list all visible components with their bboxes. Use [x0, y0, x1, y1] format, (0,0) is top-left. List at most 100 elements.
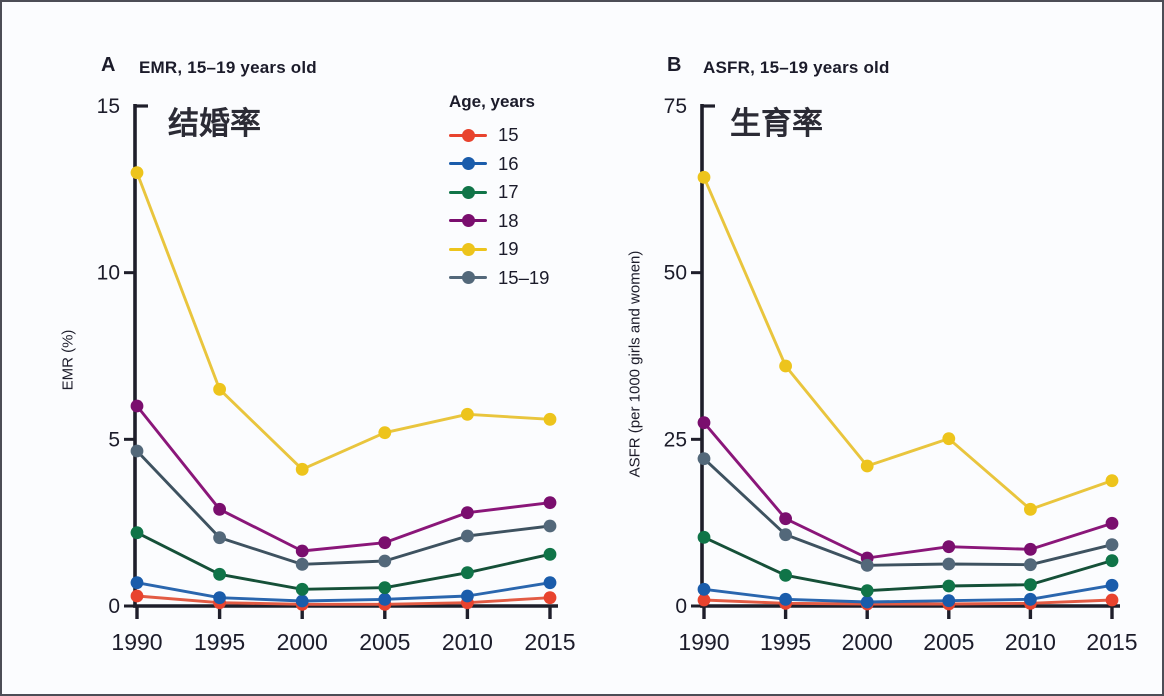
data-point-age-15-year-2015	[1105, 593, 1119, 607]
data-point-age-16-year-2015	[543, 576, 557, 590]
y-tick-label: 0	[108, 595, 120, 618]
data-point-age-16-year-1995	[213, 591, 227, 605]
series-line-age-17	[135, 531, 552, 591]
data-point-age-18-year-2005	[942, 540, 956, 554]
legend-marker-icon	[449, 185, 487, 199]
x-tick-label: 1995	[760, 629, 811, 655]
data-point-age-19-year-2000	[860, 459, 874, 473]
series-line-age-19	[135, 171, 552, 471]
y-tick-label: 0	[675, 595, 687, 618]
panel-a-annotation-marriage-rate: 结婚率	[168, 106, 261, 142]
data-point-age-16-year-2005	[942, 594, 956, 608]
legend-marker-icon	[449, 214, 487, 228]
x-tick-label: 2010	[442, 629, 493, 655]
series-line-age-15	[135, 594, 552, 606]
data-point-age-17-year-2005	[942, 579, 956, 593]
data-point-age-16-year-2010	[1024, 592, 1037, 606]
series-line-age-16	[135, 581, 552, 603]
x-tick-label: 2005	[923, 629, 974, 655]
data-point-age-19-year-2010	[461, 407, 474, 421]
series-line-age-15-19	[135, 449, 552, 566]
data-point-age-15-19-year-2010	[461, 529, 474, 543]
data-point-age-17-year-2015	[543, 547, 557, 561]
series-line-age-19	[702, 175, 1114, 511]
x-tick-label: 2000	[842, 629, 893, 655]
data-point-age-15-19-year-2000	[295, 557, 309, 571]
legend-marker-icon	[449, 271, 487, 285]
data-point-age-16-year-2015	[1105, 578, 1119, 592]
data-point-age-19-year-1995	[213, 382, 227, 396]
data-point-age-16-year-2005	[378, 592, 392, 606]
data-point-age-15-19-year-2005	[378, 554, 392, 568]
legend-item-label: 18	[498, 209, 519, 231]
legend-marker-icon	[449, 157, 487, 171]
data-point-age-15-19-year-1990	[697, 452, 711, 466]
data-point-age-15-19-year-2015	[1105, 538, 1119, 552]
data-point-age-18-year-2010	[461, 506, 474, 520]
data-point-age-17-year-2000	[295, 582, 309, 596]
series-line-age-17	[702, 535, 1114, 593]
data-point-age-18-year-2015	[543, 496, 557, 510]
panel-b-annotation-fertility-rate: 生育率	[730, 106, 823, 142]
series-line-age-15	[702, 598, 1114, 606]
legend-title: Age, years	[449, 92, 535, 111]
legend-item-age-17: 17	[449, 178, 549, 207]
x-tick-label: 2000	[277, 629, 328, 655]
data-point-age-18-year-2005	[378, 536, 392, 550]
data-point-age-19-year-2000	[295, 462, 309, 476]
legend-item-label: 19	[498, 238, 519, 260]
legend: Age, years 15 16 17 18 19 15–19	[449, 92, 549, 292]
data-point-age-15-19-year-1995	[779, 528, 792, 542]
data-point-age-18-year-2015	[1105, 516, 1119, 530]
series-line-age-18	[135, 404, 552, 553]
legend-item-label: 15–19	[498, 266, 550, 288]
legend-item-age-18: 18	[449, 207, 549, 236]
data-point-age-17-year-2000	[860, 584, 874, 598]
legend-item-label: 16	[498, 152, 519, 174]
data-point-age-17-year-1990	[130, 526, 144, 540]
data-point-age-15-19-year-2000	[860, 558, 874, 572]
series-line-age-18	[702, 421, 1114, 560]
series-line-age-15-19	[702, 457, 1114, 567]
y-tick-label: 50	[664, 262, 687, 285]
legend-item-age-16: 16	[449, 150, 549, 179]
data-point-age-18-year-2000	[295, 544, 309, 558]
legend-item-label: 15	[498, 124, 519, 146]
panel-b-y-axis-label: ASFR (per 1000 girls and women)	[626, 250, 644, 478]
data-point-age-19-year-2015	[1105, 474, 1119, 488]
panel-a-title: EMR, 15–19 years old	[139, 58, 317, 77]
legend-marker-icon	[449, 242, 487, 256]
data-point-age-17-year-1995	[779, 568, 792, 582]
data-point-age-18-year-1995	[213, 502, 227, 516]
panel-a-letter: A	[101, 54, 116, 76]
data-point-age-15-year-2015	[543, 591, 557, 605]
data-point-age-16-year-1990	[130, 576, 144, 590]
panel-b-letter: B	[667, 54, 682, 76]
data-point-age-19-year-1995	[779, 359, 792, 373]
y-tick-label: 25	[664, 428, 687, 451]
legend-item-label: 17	[498, 181, 519, 203]
data-point-age-18-year-1990	[130, 399, 144, 413]
data-point-age-15-19-year-1990	[130, 444, 144, 458]
data-point-age-17-year-1995	[213, 567, 227, 581]
data-point-age-15-19-year-2015	[543, 519, 557, 533]
data-point-age-15-year-1990	[130, 589, 144, 603]
data-point-age-15-19-year-1995	[213, 531, 227, 545]
legend-item-age-19: 19	[449, 235, 549, 264]
data-point-age-16-year-1995	[779, 592, 792, 606]
legend-rows: 15 16 17 18 19 15–19	[449, 121, 549, 292]
data-point-age-18-year-2010	[1024, 542, 1037, 556]
panel-b-title: ASFR, 15–19 years old	[703, 58, 890, 77]
data-point-age-19-year-2010	[1024, 502, 1037, 516]
x-tick-label: 2005	[359, 629, 410, 655]
panel-a-y-axis-label: EMR (%)	[59, 329, 77, 391]
data-point-age-15-year-1990	[697, 593, 711, 607]
data-point-age-15-19-year-2010	[1024, 558, 1037, 572]
data-point-age-19-year-2015	[543, 412, 557, 426]
data-point-age-17-year-2010	[461, 566, 474, 580]
data-point-age-16-year-2000	[860, 595, 874, 609]
data-point-age-15-19-year-2005	[942, 557, 956, 571]
y-tick-label: 15	[97, 95, 120, 118]
data-point-age-16-year-2000	[295, 594, 309, 608]
data-point-age-19-year-1990	[130, 166, 144, 180]
